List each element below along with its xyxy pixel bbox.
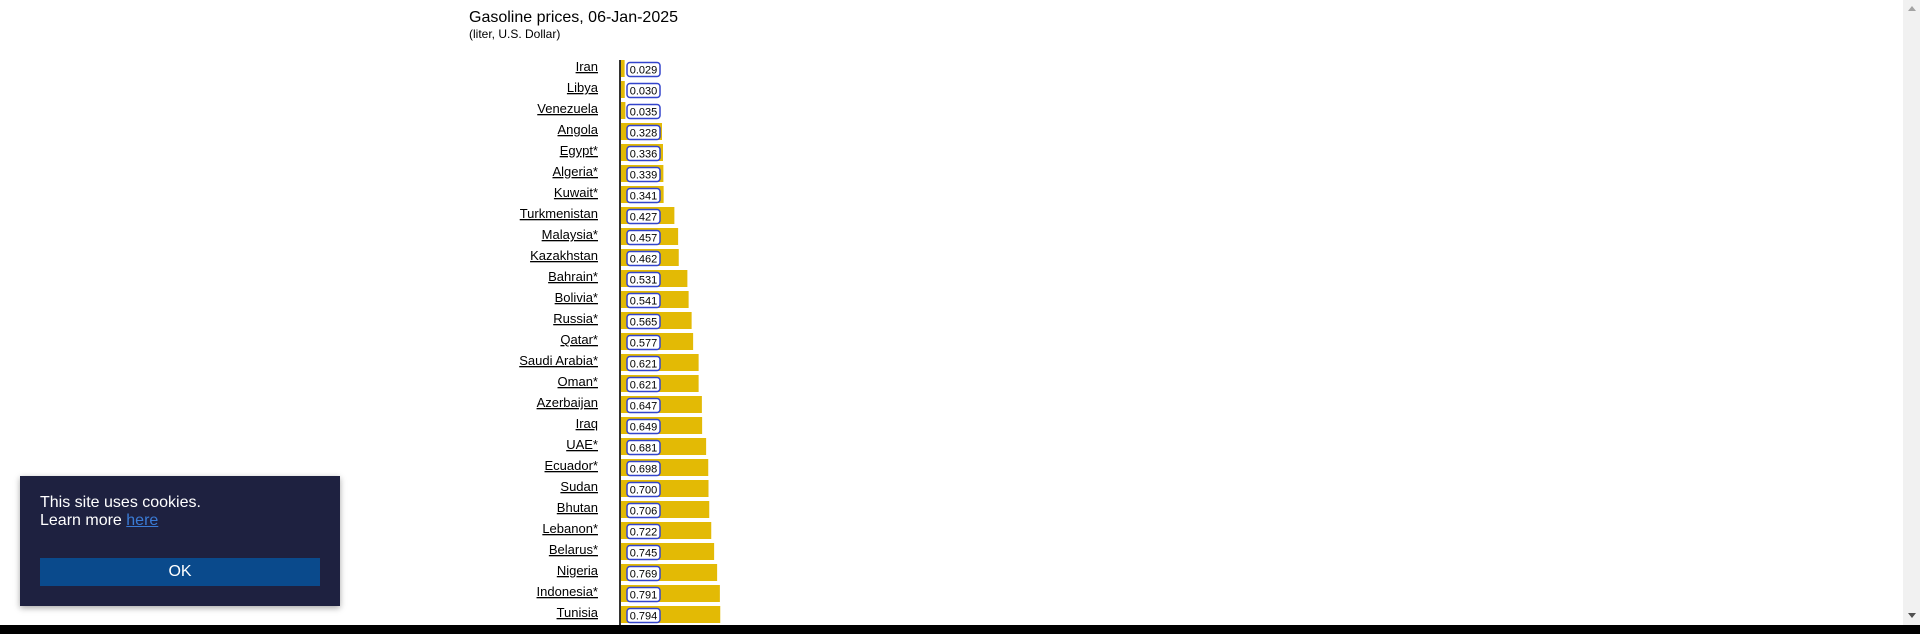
country-label[interactable]: Sudan	[560, 479, 598, 494]
country-label[interactable]: Ecuador*	[545, 458, 598, 473]
value-label-box	[626, 544, 661, 561]
country-label[interactable]: Russia*	[553, 311, 598, 326]
country-label[interactable]: Azerbaijan	[537, 395, 598, 410]
value-label: 0.339	[630, 170, 658, 182]
value-label: 0.791	[630, 590, 658, 602]
value-label-box	[626, 103, 661, 120]
country-label[interactable]: Bhutan	[557, 500, 598, 515]
value-label-box	[626, 355, 661, 372]
country-label[interactable]: Kuwait*	[554, 185, 598, 200]
value-label-box	[626, 313, 661, 330]
value-label: 0.531	[630, 275, 658, 287]
value-label-box	[626, 334, 661, 351]
value-label-box	[626, 502, 661, 519]
value-label-box	[626, 292, 661, 309]
value-label-box	[626, 208, 661, 225]
value-label: 0.341	[630, 191, 658, 203]
value-label-box	[626, 271, 661, 288]
cookie-line-2: Learn more	[40, 512, 127, 529]
chart-title: Gasoline prices, 06-Jan-2025	[469, 9, 679, 26]
bottom-bar	[0, 625, 1920, 634]
country-label[interactable]: Kazakhstan	[530, 248, 598, 263]
scroll-down-icon[interactable]	[1908, 613, 1916, 618]
value-label-box	[626, 523, 661, 540]
value-label-box	[626, 250, 661, 267]
country-label[interactable]: Libya	[567, 80, 599, 95]
bar[interactable]	[621, 102, 626, 119]
bar-chart: Iran 0.029 Libya 0.030 Venezuela 0.035 Angola 0…	[519, 59, 721, 625]
country-label[interactable]: UAE*	[566, 437, 598, 452]
value-label-box	[626, 166, 661, 183]
value-label: 0.457	[630, 233, 658, 245]
value-label: 0.030	[630, 86, 658, 98]
value-label-box	[626, 586, 661, 603]
country-label[interactable]: Algeria*	[552, 164, 598, 179]
value-label-box	[626, 187, 661, 204]
value-label-box	[626, 481, 661, 498]
country-label[interactable]: Turkmenistan	[520, 206, 598, 221]
country-label[interactable]: Venezuela	[537, 101, 598, 116]
value-label: 0.427	[630, 212, 658, 224]
scroll-up-icon[interactable]	[1908, 6, 1916, 11]
cookie-banner: This site uses cookies. Learn more here …	[20, 476, 340, 606]
chart-subtitle: (liter, U.S. Dollar)	[469, 27, 561, 41]
value-label: 0.336	[630, 149, 658, 161]
value-label: 0.328	[630, 128, 658, 140]
value-label: 0.035	[630, 107, 658, 119]
value-label: 0.794	[630, 611, 658, 623]
cookie-learn-more-link[interactable]: here	[126, 512, 159, 529]
value-label: 0.462	[630, 254, 658, 266]
value-label-box	[626, 565, 661, 582]
bar[interactable]	[621, 60, 625, 77]
value-label-box	[626, 376, 661, 393]
value-label-box	[626, 82, 661, 99]
country-label[interactable]: Saudi Arabia*	[519, 353, 598, 368]
value-label-box	[626, 229, 661, 246]
country-label[interactable]: Iran	[576, 59, 598, 74]
value-label: 0.698	[630, 464, 658, 476]
country-label[interactable]: Indonesia*	[537, 584, 598, 599]
value-label-box	[626, 61, 661, 78]
value-label: 0.649	[630, 422, 658, 434]
country-label[interactable]: Tunisia	[557, 605, 599, 620]
vertical-scrollbar[interactable]	[1903, 0, 1920, 625]
country-label[interactable]: Belarus*	[549, 542, 598, 557]
value-label-box	[626, 607, 661, 624]
country-label[interactable]: Nigeria	[557, 563, 599, 578]
country-label[interactable]: Bahrain*	[548, 269, 598, 284]
country-label[interactable]: Bolivia*	[555, 290, 598, 305]
value-label: 0.700	[630, 485, 658, 497]
cookie-line-1: This site uses cookies.	[40, 494, 201, 511]
value-label: 0.647	[630, 401, 658, 413]
value-label: 0.565	[630, 317, 658, 329]
value-label-box	[626, 145, 661, 162]
value-label: 0.577	[630, 338, 658, 350]
value-label: 0.621	[630, 359, 658, 371]
value-label-box	[626, 418, 661, 435]
country-label[interactable]: Oman*	[558, 374, 598, 389]
country-label[interactable]: Qatar*	[560, 332, 598, 347]
country-label[interactable]: Angola	[558, 122, 599, 137]
value-label: 0.621	[630, 380, 658, 392]
country-label[interactable]: Egypt*	[560, 143, 598, 158]
cookie-message: This site uses cookies. Learn more here	[40, 494, 201, 530]
cookie-ok-button[interactable]: OK	[40, 558, 320, 586]
value-label: 0.769	[630, 569, 658, 581]
country-label[interactable]: Iraq	[576, 416, 598, 431]
value-label: 0.029	[630, 65, 658, 77]
value-label-box	[626, 124, 661, 141]
country-label[interactable]: Malaysia*	[542, 227, 598, 242]
value-label: 0.681	[630, 443, 658, 455]
value-label-box	[626, 460, 661, 477]
bar[interactable]	[621, 81, 625, 98]
value-label: 0.722	[630, 527, 658, 539]
value-label-box	[626, 397, 661, 414]
value-label: 0.745	[630, 548, 658, 560]
country-label[interactable]: Lebanon*	[542, 521, 598, 536]
value-label: 0.541	[630, 296, 658, 308]
value-label: 0.706	[630, 506, 658, 518]
value-label-box	[626, 439, 661, 456]
